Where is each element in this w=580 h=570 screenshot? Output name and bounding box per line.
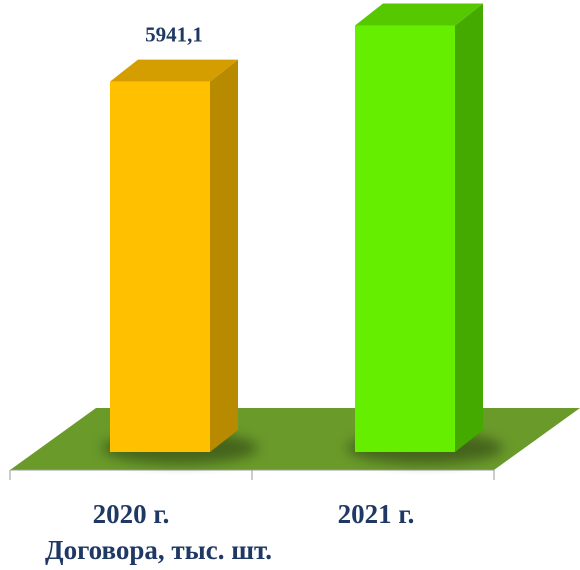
bar: 6841,3: [347, 3, 503, 464]
bar: 5941,1: [102, 23, 258, 464]
x-axis-title: Договора, тыс. шт.: [45, 535, 273, 565]
category-label: 2020 г.: [93, 499, 170, 529]
chart-floor: [10, 408, 580, 470]
bar-front: [110, 81, 210, 452]
bar-front: [355, 25, 455, 452]
bar-top: [110, 59, 238, 82]
bar-side: [210, 59, 238, 452]
category-label: 2021 г.: [338, 499, 415, 529]
bar-side: [455, 3, 483, 452]
bar-top: [355, 3, 483, 26]
bars-layer: 5941,1 6841,3: [102, 3, 503, 464]
data-label: 5941,1: [145, 23, 203, 47]
